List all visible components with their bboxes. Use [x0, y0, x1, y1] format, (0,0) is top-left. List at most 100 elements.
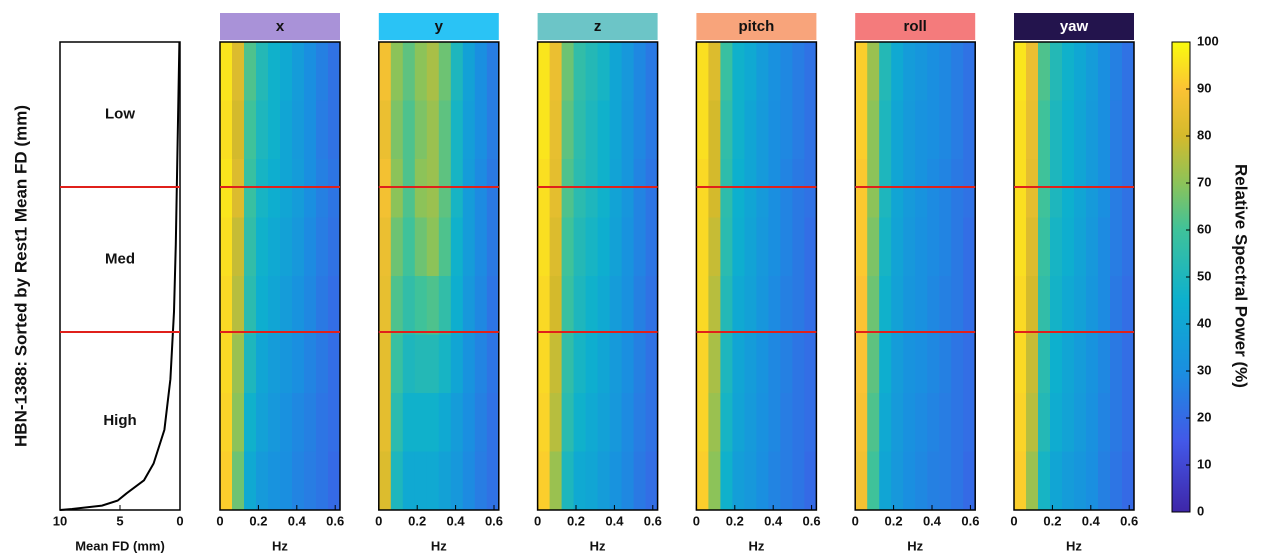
- heatmap-cell: [549, 100, 563, 160]
- heatmap-cell: [1086, 100, 1099, 160]
- heatmap-cell: [1098, 42, 1111, 101]
- heatmap-cell: [280, 276, 293, 335]
- heatmap-cell: [1098, 334, 1111, 394]
- heatmap-cell: [744, 159, 757, 218]
- x-tick-label: 0.6: [644, 513, 662, 528]
- heatmap-cell: [1062, 217, 1075, 277]
- heatmap-cell: [708, 276, 721, 335]
- heatmap-cell: [378, 159, 392, 218]
- heatmap-cell: [537, 451, 551, 511]
- heatmap-cell: [220, 217, 233, 277]
- heatmap-cell: [1086, 276, 1099, 335]
- heatmap-cell: [732, 451, 745, 511]
- heatmap-cell: [438, 100, 452, 160]
- heatmap-cell: [292, 159, 305, 218]
- axis-frame: [695, 41, 818, 511]
- heatmap-cell: [549, 276, 563, 335]
- heatmap-cell: [720, 159, 733, 218]
- heatmap-cell: [951, 276, 964, 335]
- axis-frame: [536, 41, 659, 511]
- group-label: Low: [105, 105, 135, 122]
- heatmap-cell: [915, 393, 928, 452]
- heatmap-cell: [891, 276, 904, 335]
- heatmap-cell: [292, 42, 305, 101]
- heatmap-cell: [280, 393, 293, 452]
- heatmap-cell: [450, 42, 464, 101]
- heatmap-cell: [792, 451, 805, 511]
- heatmap-cell: [756, 451, 769, 511]
- heatmap-cell: [756, 276, 769, 335]
- heatmap-cell: [1026, 100, 1039, 160]
- x-axis-label: Mean FD (mm): [75, 538, 165, 553]
- heatmap-cell: [549, 393, 563, 452]
- panel-header: [378, 13, 499, 40]
- heatmap-cell: [1062, 276, 1075, 335]
- heatmap-cell: [1014, 451, 1027, 511]
- heatmap-cell: [316, 451, 329, 511]
- heatmap-cell: [720, 42, 733, 101]
- heatmap-cell: [537, 100, 551, 160]
- heatmap-cell: [597, 334, 611, 394]
- heatmap-cell: [597, 451, 611, 511]
- heatmap-cell: [304, 100, 317, 160]
- heatmap-cell: [1110, 334, 1123, 394]
- heatmap-cell: [708, 393, 721, 452]
- heatmap-cell: [951, 42, 964, 101]
- heatmap-cell: [561, 334, 575, 394]
- heatmap-cell: [268, 451, 281, 511]
- heatmap-cell: [720, 276, 733, 335]
- axis-frame: [219, 41, 341, 511]
- heatmap-cell: [438, 393, 452, 452]
- panel-title: yaw: [1060, 18, 1089, 35]
- heatmap-cell: [328, 42, 341, 101]
- heatmap-cell: [486, 42, 500, 101]
- heatmap-cell: [1050, 393, 1063, 452]
- heatmap-cell: [744, 217, 757, 277]
- heatmap-cell: [963, 100, 976, 160]
- heatmap-cell: [232, 276, 245, 335]
- heatmap-cell: [438, 334, 452, 394]
- heatmap-cell: [951, 100, 964, 160]
- heatmap-cell: [414, 276, 428, 335]
- heatmap-cell: [855, 393, 868, 452]
- heatmap-cell: [804, 334, 817, 394]
- panel-header: [220, 13, 340, 40]
- heatmap-cell: [316, 393, 329, 452]
- heatmap-cell: [963, 217, 976, 277]
- heatmap-cell: [292, 451, 305, 511]
- heatmap-cell: [879, 217, 892, 277]
- heatmap-cell: [1026, 393, 1039, 452]
- heatmap-cell: [414, 159, 428, 218]
- heatmap-cell: [756, 100, 769, 160]
- panel-title: y: [435, 18, 444, 35]
- heatmap-cell: [402, 217, 416, 277]
- colorbar-tick-label: 90: [1197, 80, 1211, 95]
- heatmap-cell: [804, 42, 817, 101]
- heatmap-cell: [756, 334, 769, 394]
- heatmap-cell: [891, 451, 904, 511]
- heatmap-cell: [792, 159, 805, 218]
- heatmap-cell: [426, 100, 440, 160]
- heatmap-cell: [621, 159, 635, 218]
- heatmap-cell: [486, 393, 500, 452]
- heatmap-cell: [903, 159, 916, 218]
- heatmap-cell: [256, 451, 269, 511]
- heatmap-cell: [780, 217, 793, 277]
- heatmap-cell: [708, 451, 721, 511]
- heatmap-cell: [1074, 393, 1087, 452]
- heatmap-cell: [1014, 100, 1027, 160]
- heatmap-cell: [879, 100, 892, 160]
- heatmap-cell: [609, 42, 623, 101]
- heatmap-cell: [244, 42, 257, 101]
- heatmap-cell: [268, 276, 281, 335]
- heatmap-cell: [328, 100, 341, 160]
- heatmap-cell: [549, 451, 563, 511]
- heatmap-cell: [450, 217, 464, 277]
- heatmap-cell: [280, 217, 293, 277]
- heatmap-cell: [1050, 276, 1063, 335]
- heatmap-cell: [1110, 393, 1123, 452]
- heatmap-cell: [426, 451, 440, 511]
- x-tick-label: 0.4: [447, 513, 466, 528]
- heatmap-cell: [939, 100, 952, 160]
